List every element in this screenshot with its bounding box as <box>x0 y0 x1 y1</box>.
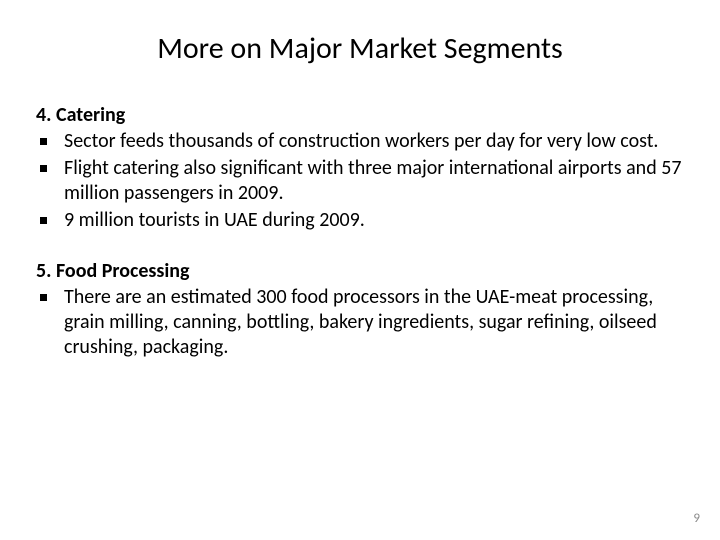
list-item: Flight catering also significant with th… <box>36 156 684 206</box>
list-item: Sector feeds thousands of construction w… <box>36 129 684 154</box>
list-item: 9 million tourists in UAE during 2009. <box>36 208 684 233</box>
section-food-processing: 5. Food Processing There are an estimate… <box>36 259 684 360</box>
section-heading: 5. Food Processing <box>36 259 684 283</box>
bullet-icon <box>40 217 47 224</box>
bullet-list: Sector feeds thousands of construction w… <box>36 129 684 233</box>
bullet-text: Sector feeds thousands of construction w… <box>64 129 658 153</box>
bullet-list: There are an estimated 300 food processo… <box>36 285 684 360</box>
bullet-icon <box>40 294 47 301</box>
bullet-icon <box>40 165 47 172</box>
section-catering: 4. Catering Sector feeds thousands of co… <box>36 103 684 233</box>
slide-title: More on Major Market Segments <box>36 30 684 67</box>
slide: More on Major Market Segments 4. Caterin… <box>0 0 720 540</box>
bullet-text: Flight catering also significant with th… <box>64 156 682 205</box>
bullet-text: There are an estimated 300 food processo… <box>64 285 657 359</box>
bullet-text: 9 million tourists in UAE during 2009. <box>64 208 365 232</box>
list-item: There are an estimated 300 food processo… <box>36 285 684 360</box>
page-number: 9 <box>693 511 700 526</box>
section-heading: 4. Catering <box>36 103 684 127</box>
bullet-icon <box>40 138 47 145</box>
